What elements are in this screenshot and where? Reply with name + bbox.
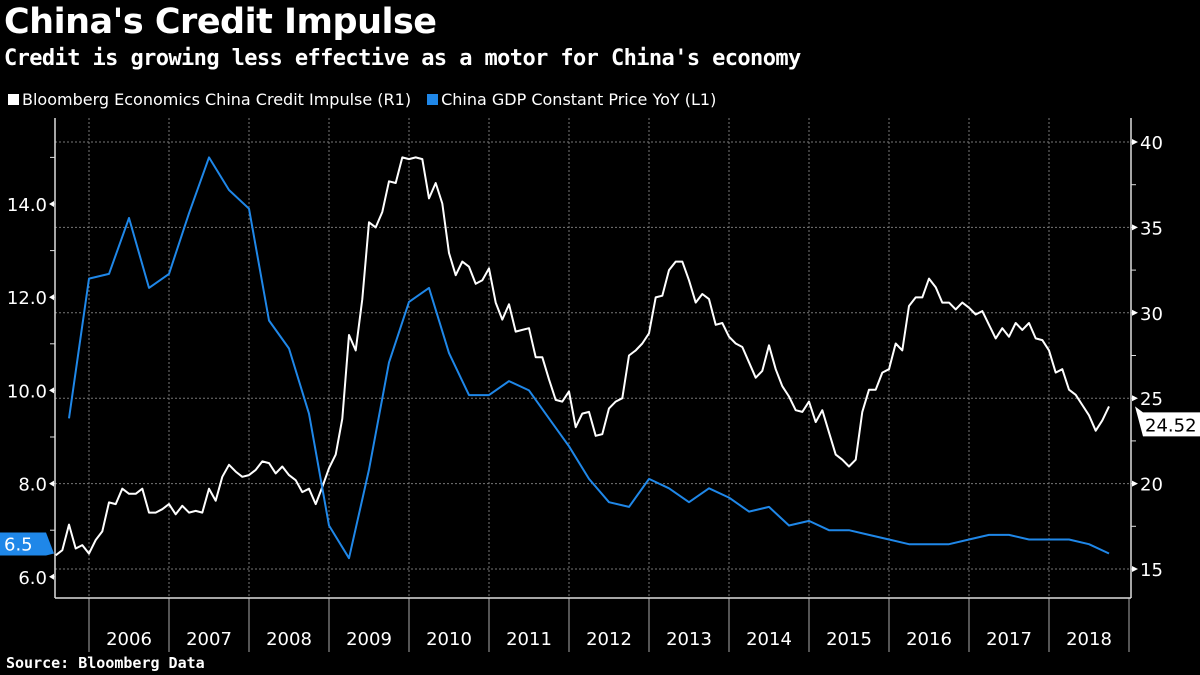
left-tick-marker	[49, 294, 54, 301]
legend-item-credit-impulse: Bloomberg Economics China Credit Impulse…	[8, 90, 411, 109]
last-value-label: 24.52	[1145, 415, 1197, 436]
left-tick-label: 10.0	[7, 381, 47, 402]
left-tick-label: 14.0	[7, 195, 47, 216]
x-tick-label: 2014	[746, 629, 792, 650]
x-tick-label: 2013	[666, 629, 712, 650]
right-tick-label: 15	[1140, 560, 1163, 581]
legend-swatch-white	[8, 94, 19, 105]
right-tick-marker	[1132, 224, 1138, 231]
x-tick-label: 2016	[906, 629, 952, 650]
left-tick-marker	[49, 480, 54, 487]
right-tick-label: 20	[1140, 475, 1163, 496]
last-value-badge-gdp	[0, 532, 54, 556]
x-tick-label: 2009	[346, 629, 392, 650]
series-line-gdp	[68, 156, 1110, 560]
legend-label: China GDP Constant Price YoY (L1)	[441, 90, 717, 109]
x-tick-label: 2018	[1066, 629, 1112, 650]
x-tick-label: 2006	[106, 629, 152, 650]
x-tick-label: 2011	[506, 629, 552, 650]
left-tick-label: 6.0	[18, 568, 47, 589]
series-line-credit-impulse	[55, 156, 1110, 557]
x-tick-label: 2015	[826, 629, 872, 650]
right-tick-marker	[1132, 566, 1138, 572]
right-tick-marker	[1132, 480, 1138, 487]
legend-label: Bloomberg Economics China Credit Impulse…	[22, 90, 412, 109]
right-tick-marker	[1132, 139, 1138, 145]
chart-subtitle: Credit is growing less effective as a mo…	[4, 46, 801, 71]
right-tick-label: 40	[1140, 133, 1163, 154]
right-tick-label: 35	[1140, 218, 1163, 239]
left-tick-marker	[49, 573, 54, 580]
right-tick-label: 30	[1140, 304, 1163, 325]
legend-swatch-blue	[427, 94, 439, 105]
x-tick-label: 2008	[266, 629, 312, 650]
right-tick-marker	[1132, 395, 1138, 402]
left-tick-marker	[49, 201, 54, 207]
left-tick-label: 12.0	[7, 288, 47, 309]
x-tick-label: 2017	[986, 629, 1032, 650]
legend: Bloomberg Economics China Credit Impulse…	[8, 90, 716, 109]
right-tick-label: 25	[1140, 389, 1163, 410]
source-note: Source: Bloomberg Data	[6, 654, 205, 672]
x-tick-label: 2007	[186, 629, 232, 650]
last-value-label: 6.5	[4, 535, 33, 556]
last-value-badge-credit-impulse	[1135, 406, 1200, 437]
left-tick-label: 8.0	[18, 475, 47, 496]
legend-item-gdp: China GDP Constant Price YoY (L1)	[427, 90, 716, 109]
chart-title: China's Credit Impulse	[4, 2, 437, 42]
x-tick-label: 2010	[426, 629, 472, 650]
left-tick-marker	[49, 387, 54, 394]
right-tick-marker	[1132, 309, 1138, 316]
x-tick-label: 2012	[586, 629, 632, 650]
